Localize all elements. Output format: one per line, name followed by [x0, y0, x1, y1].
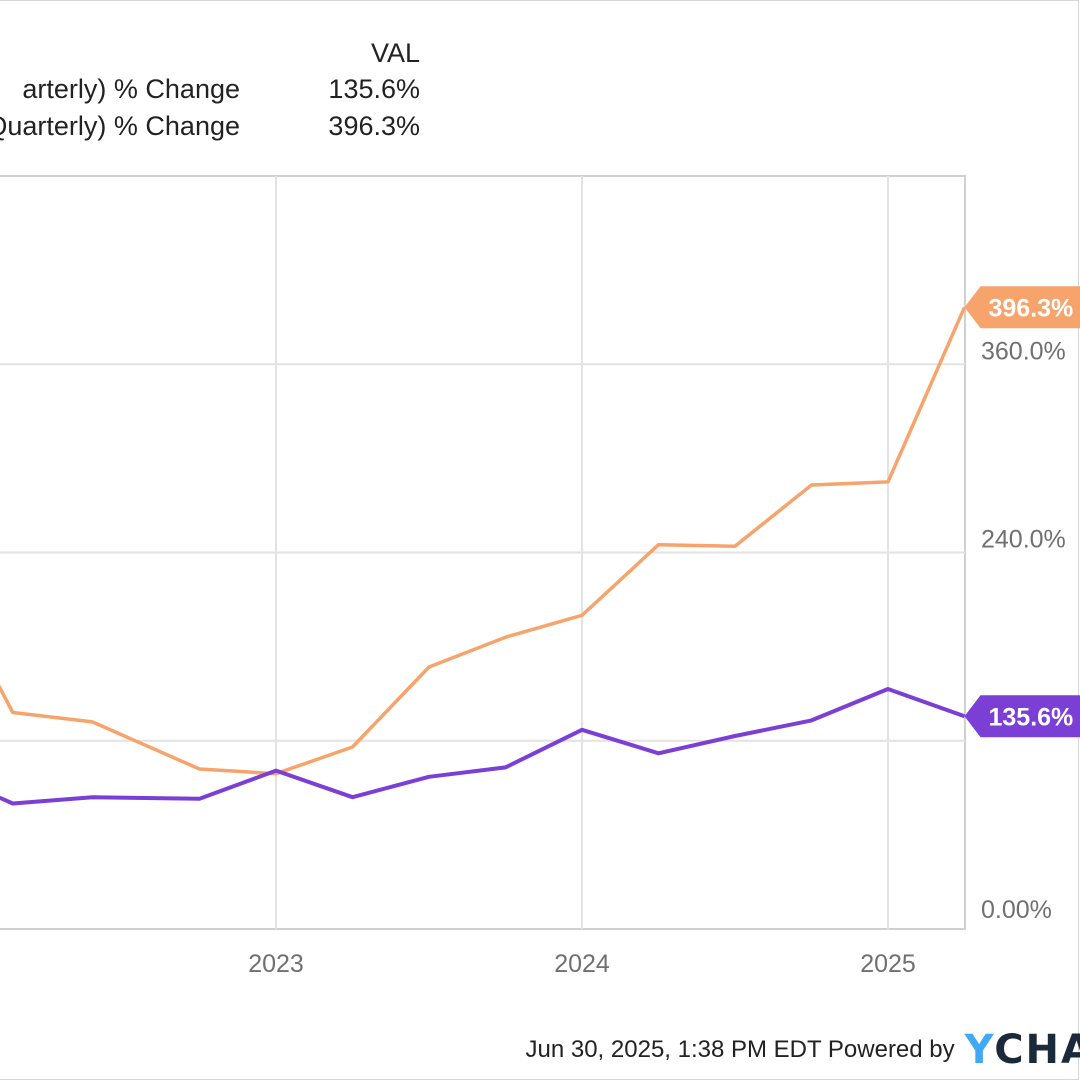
footer-powered-by: Powered by — [827, 1036, 955, 1063]
end-flag-label: 135.6% — [989, 703, 1074, 731]
series-line-1 — [0, 306, 967, 776]
legend-row-series-2: Quarterly) % Change 396.3% — [0, 111, 1080, 145]
legend-row-series-1: arterly) % Change 135.6% — [0, 74, 1080, 108]
y-tick-label: 240.0% — [981, 526, 1066, 554]
end-flag-2: 135.6% — [964, 695, 1080, 738]
legend-series-2-name: Quarterly) % Change — [0, 111, 240, 141]
y-tick-label: 0.00% — [981, 896, 1052, 924]
end-flag-1: 396.3% — [964, 286, 1080, 329]
x-tick-label: 2025 — [860, 950, 916, 978]
legend-header: VAL — [370, 38, 420, 68]
ycharts-logo-rest: CHA — [994, 1027, 1080, 1073]
y-tick-label: 360.0% — [981, 337, 1066, 365]
legend-series-1-name: arterly) % Change — [22, 74, 240, 104]
end-flag-label: 396.3% — [989, 294, 1074, 322]
x-tick-label: 2024 — [554, 950, 610, 978]
x-axis-ticks: 2023 2024 2025 — [248, 950, 916, 978]
series-lines — [0, 306, 967, 806]
footer-timestamp: Jun 30, 2025, 1:38 PM EDT — [525, 1036, 822, 1063]
x-tick-label: 2023 — [248, 950, 304, 978]
end-flag-bg — [964, 286, 1080, 329]
footer: Jun 30, 2025, 1:38 PM EDT Powered by YCH… — [526, 1030, 1080, 1070]
legend-series-2-value: 396.3% — [328, 111, 420, 141]
grid — [0, 175, 966, 930]
end-flag-bg — [964, 695, 1080, 738]
ycharts-logo[interactable]: YCHA — [965, 1030, 1080, 1070]
end-value-flags: 396.3% 135.6% — [964, 286, 1080, 738]
legend-series-1-value: 135.6% — [328, 74, 420, 104]
y-axis-ticks: 0.00% 240.0% 360.0% — [981, 337, 1066, 924]
footer-attribution: Jun 30, 2025, 1:38 PM EDT Powered by — [526, 1036, 955, 1064]
series-line-2 — [0, 687, 966, 806]
ycharts-logo-y: Y — [964, 1027, 995, 1073]
